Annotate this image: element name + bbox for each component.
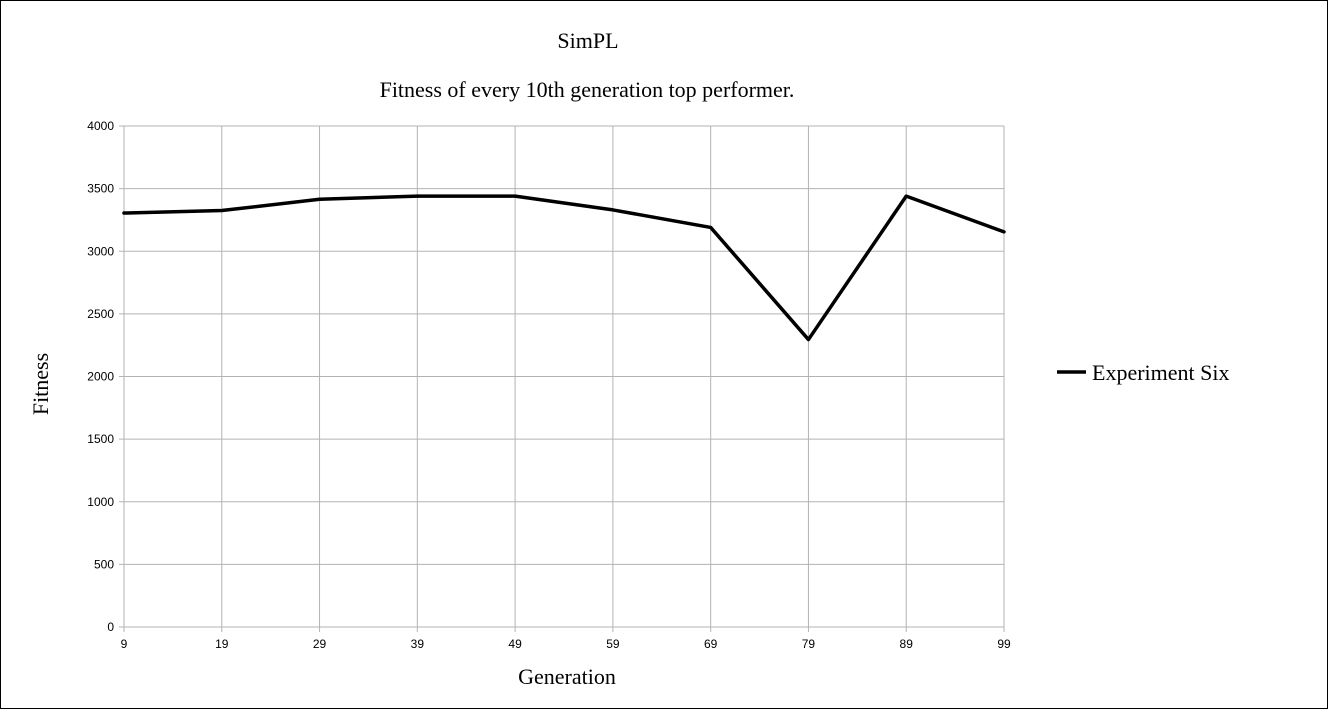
data-point [1002,230,1006,234]
series-group [122,194,1006,342]
y-tick-label: 3500 [87,182,114,196]
x-tick-label: 19 [215,637,229,651]
data-point [220,209,224,213]
x-tick-label: 89 [900,637,914,651]
y-axis-label: Fitness [28,353,53,415]
y-tick-label: 2000 [87,370,114,384]
x-tick-label: 49 [508,637,522,651]
chart-subtitle: Fitness of every 10th generation top per… [380,77,795,102]
data-point [513,194,517,198]
legend: Experiment Six [1057,360,1229,385]
x-tick-label: 69 [704,637,718,651]
data-point [122,211,126,215]
data-point [415,194,419,198]
x-axis-tick-labels: 9 19 29 39 49 59 69 79 89 99 [121,637,1011,651]
y-axis-tick-labels: 0 500 1000 1500 2000 2500 3000 3500 4000 [87,119,114,634]
data-point [709,225,713,229]
y-tick-label: 4000 [87,119,114,133]
y-tick-label: 1000 [87,495,114,509]
y-tick-label: 3000 [87,244,114,258]
data-point [611,208,615,212]
x-tick-label: 39 [411,637,425,651]
data-point [904,194,908,198]
x-tick-label: 99 [997,637,1011,651]
x-tick-label: 9 [121,637,128,651]
y-tick-label: 500 [94,557,114,571]
x-tick-label: 29 [313,637,327,651]
y-tick-label: 0 [107,620,114,634]
y-tick-label: 1500 [87,432,114,446]
y-tick-label: 2500 [87,307,114,321]
chart-title: SimPL [557,28,618,53]
data-point [318,197,322,201]
x-tick-label: 79 [802,637,816,651]
data-point [806,338,810,342]
legend-label-experiment-six: Experiment Six [1092,360,1229,385]
x-tick-label: 59 [606,637,620,651]
gridlines [119,125,1005,632]
series-line-experiment-six [122,194,1006,342]
x-axis-label: Generation [518,664,616,689]
